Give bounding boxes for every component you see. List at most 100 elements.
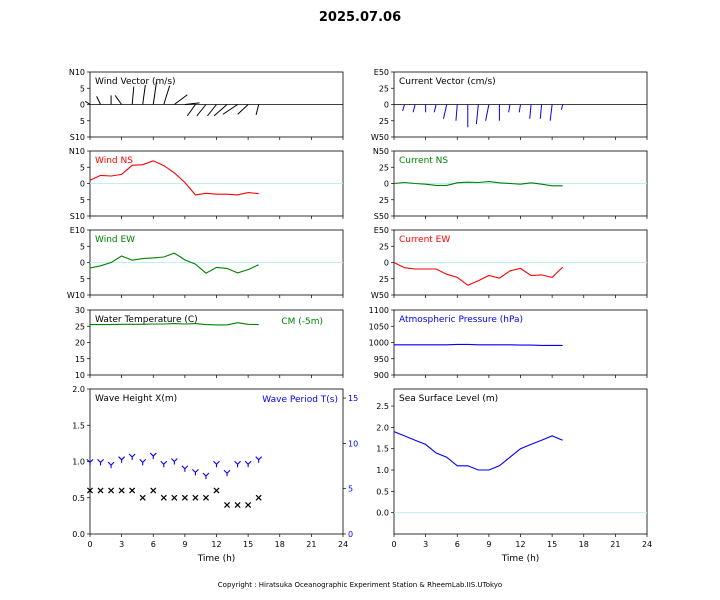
wave-period-point <box>160 460 168 468</box>
wave-period-point <box>118 456 126 463</box>
wind-ns-series-line <box>89 160 259 196</box>
wave-period-point <box>128 453 136 460</box>
sea-level-xtick-label: 18 <box>579 540 589 549</box>
wave-period-point <box>213 460 220 468</box>
wave-y2tick-label: 0 <box>348 530 353 539</box>
wave-period-point <box>234 460 241 468</box>
current-ew-series-line <box>393 262 564 286</box>
sea-level-xtick-label: 6 <box>455 540 460 549</box>
wave-height-point <box>139 494 146 501</box>
wave-y2tick-label: 15 <box>348 394 358 403</box>
wave-xtick-label: 0 <box>87 540 92 549</box>
wind-vector-vector <box>222 104 238 115</box>
wave-period-point <box>192 468 199 476</box>
current-vector-vector <box>485 104 490 121</box>
wave-xtick-label: 12 <box>211 540 221 549</box>
wind-vector-vector <box>114 95 123 105</box>
wave-height-point <box>86 487 94 494</box>
wave-height-point <box>234 501 241 509</box>
current-ns-ytick-label: 0 <box>384 180 389 189</box>
pressure-ytick-label: 1050 <box>369 322 389 331</box>
wave-period-point <box>149 452 157 460</box>
sea-level-title: Sea Surface Level (m) <box>399 394 498 404</box>
wave-ytick-label: 1.0 <box>72 458 85 467</box>
sea-level-ytick-label: 0.0 <box>376 509 389 518</box>
wave-secondary-title: Wave Period T(s) <box>262 395 338 405</box>
sea-level-xtick-label: 9 <box>486 540 491 549</box>
wave-period-point <box>181 465 189 472</box>
pressure-ytick-label: 950 <box>374 355 389 364</box>
pressure-ytick-label: 1100 <box>369 306 389 315</box>
wave-xtick-label: 9 <box>182 540 187 549</box>
current-vector-vector <box>549 104 553 121</box>
wind-vector-panel <box>84 71 344 140</box>
sea-level-xlabel: Time (h) <box>501 554 540 564</box>
wave-period-point <box>223 469 231 477</box>
wave-xtick-label: 15 <box>243 540 253 549</box>
wind-vector-vector <box>84 100 91 105</box>
water-temp-ytick-label: 10 <box>75 371 85 380</box>
water-temp-ytick-label: 15 <box>75 355 85 364</box>
sea-level-xtick-label: 24 <box>642 540 652 549</box>
water-temp-series-line <box>90 322 259 326</box>
wave-period-point <box>202 472 210 479</box>
current-ew-ytick-label: E50 <box>374 226 389 235</box>
current-vector-panel <box>391 71 648 140</box>
wind-ew-panel <box>87 229 344 298</box>
current-vector-ytick-label: 0 <box>384 101 389 110</box>
current-vector-vector <box>508 104 511 113</box>
current-vector-ytick-label: 25 <box>379 117 389 126</box>
wind-vector-ytick-label: S10 <box>70 133 85 142</box>
wave-xtick-label: 18 <box>275 540 285 549</box>
current-vector-ytick-label: E50 <box>374 68 389 77</box>
current-vector-vector <box>529 104 532 119</box>
current-vector-vector <box>475 104 479 125</box>
wave-panel <box>86 388 346 537</box>
current-ew-ytick-label: W50 <box>371 291 389 300</box>
water-temp-ytick-label: 25 <box>75 322 85 331</box>
sea-level-ytick-label: 2.5 <box>376 402 389 411</box>
current-vector-vector <box>455 104 458 121</box>
wind-vector-ytick-label: 0 <box>80 101 85 110</box>
current-vector-vector <box>442 104 448 119</box>
wind-ew-series-line <box>89 252 259 274</box>
wind-ew-ytick-label: E10 <box>70 226 85 235</box>
wave-period-point <box>170 458 178 465</box>
current-ns-title: Current NS <box>399 156 448 166</box>
wind-vector-ytick-label: N10 <box>69 68 85 77</box>
wind-ew-ytick-label: 5 <box>80 242 85 251</box>
wind-ew-ytick-label: 0 <box>80 259 85 268</box>
wave-period-point <box>86 459 94 466</box>
wind-vector-vector <box>174 94 188 105</box>
wind-vector-ytick-label: 5 <box>80 117 85 126</box>
current-vector-title: Current Vector (cm/s) <box>399 77 496 87</box>
wave-height-point <box>181 494 188 501</box>
wind-ns-panel <box>87 150 344 219</box>
wave-height-point <box>245 501 252 509</box>
current-ns-ytick-label: S50 <box>374 212 389 221</box>
current-vector-vector <box>518 104 521 113</box>
wave-period-point <box>97 459 104 466</box>
wave-ytick-label: 2.0 <box>72 385 85 394</box>
sea-level-panel <box>391 388 648 537</box>
wave-y2tick-label: 5 <box>348 485 353 494</box>
current-ns-panel <box>391 150 648 219</box>
wave-height-point <box>108 487 115 494</box>
wave-height-point <box>160 494 167 501</box>
wave-title: Wave Height X(m) <box>95 394 177 404</box>
current-vector-ytick-label: 25 <box>379 84 389 93</box>
wind-ns-ytick-label: 5 <box>80 163 85 172</box>
wind-vector-ytick-label: 5 <box>80 84 85 93</box>
sea-level-ytick-label: 2.0 <box>376 423 389 432</box>
wind-ns-ytick-label: 0 <box>80 180 85 189</box>
wind-ns-title: Wind NS <box>95 156 133 166</box>
wind-vector-vector <box>207 104 217 117</box>
wave-height-point <box>224 501 231 509</box>
wind-vector-vector <box>142 84 146 105</box>
wave-period-point <box>107 461 115 469</box>
wind-vector-vector <box>186 104 196 117</box>
wind-vector-vector <box>196 104 207 117</box>
current-ew-title: Current EW <box>399 235 450 245</box>
current-vector-vector <box>433 104 437 113</box>
wave-xtick-label: 21 <box>306 540 316 549</box>
